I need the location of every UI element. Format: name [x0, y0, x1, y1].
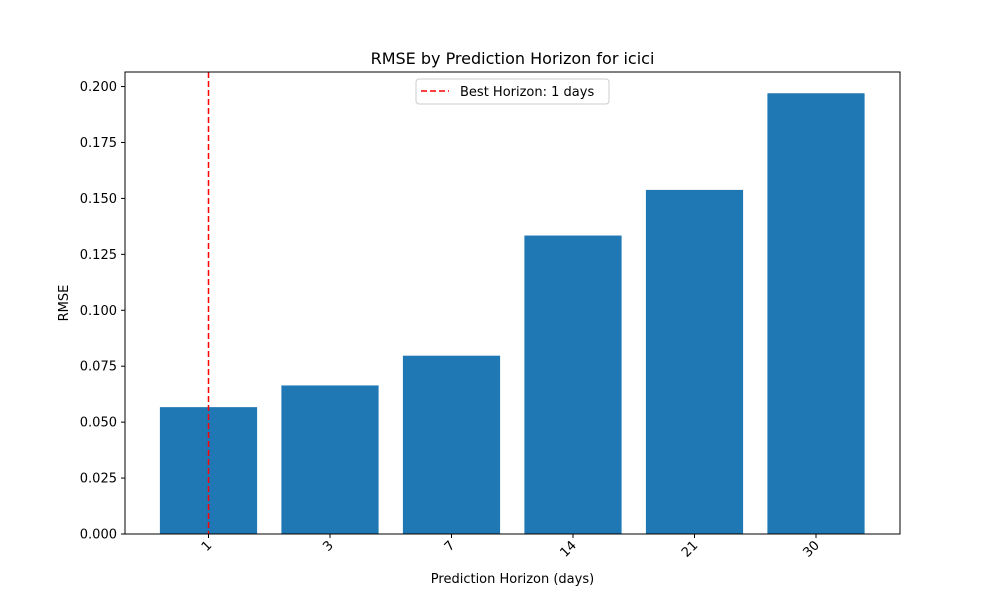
y-tick-label: 0.100	[80, 304, 117, 319]
chart-title: RMSE by Prediction Horizon for icici	[371, 49, 655, 68]
legend-box	[415, 78, 610, 105]
bar-21	[645, 189, 744, 534]
y-tick-label: 0.175	[80, 136, 117, 151]
y-tick-label: 0.050	[80, 416, 117, 431]
bar-30	[767, 93, 865, 534]
y-tick-label: 0.075	[80, 360, 117, 375]
legend: Best Horizon: 1 days	[415, 78, 610, 105]
y-tick-label: 0.125	[80, 248, 117, 263]
bar-7	[402, 355, 501, 534]
plot-area: 0.000 0.025 0.050 0.075 0.100 0.125 0.150 0.175…	[80, 72, 865, 561]
legend-entry-best-horizon: Best Horizon: 1 days	[460, 85, 594, 100]
y-tick-label: 0.000	[80, 528, 117, 543]
y-axis-label: RMSE	[57, 285, 72, 322]
y-tick-label: 0.025	[80, 472, 117, 487]
y-tick-label: 0.200	[80, 80, 117, 95]
bar-14	[524, 235, 622, 534]
bar-3	[281, 385, 379, 534]
x-axis-label: Prediction Horizon (days)	[431, 572, 594, 587]
plot-frame	[124, 71, 901, 535]
y-tick-label: 0.150	[80, 192, 117, 207]
